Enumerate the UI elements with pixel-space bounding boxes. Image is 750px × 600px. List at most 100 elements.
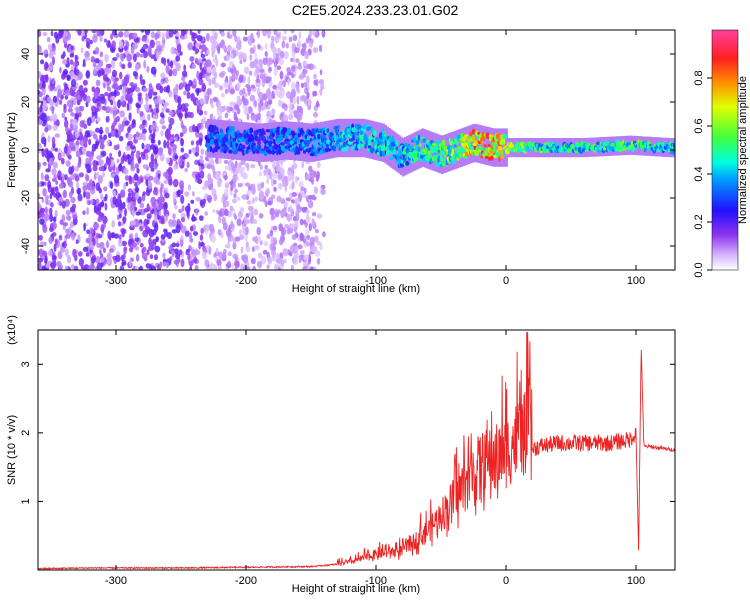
noise-speckle <box>174 205 178 210</box>
noise-speckle <box>247 87 251 96</box>
noise-speckle <box>224 244 231 249</box>
noise-speckle <box>190 140 194 146</box>
noise-speckle <box>132 70 138 77</box>
noise-speckle <box>232 174 237 183</box>
noise-speckle <box>252 219 258 225</box>
noise-speckle <box>269 171 273 180</box>
noise-speckle <box>254 52 257 60</box>
noise-speckle <box>316 170 320 180</box>
noise-speckle <box>261 93 268 101</box>
noise-speckle <box>53 243 57 253</box>
noise-speckle <box>270 215 276 220</box>
signal-point <box>224 137 229 143</box>
noise-speckle <box>164 230 169 237</box>
noise-speckle <box>313 73 317 80</box>
noise-speckle <box>47 135 51 143</box>
y-tick-label: 2 <box>20 430 32 436</box>
noise-speckle <box>136 168 140 174</box>
noise-speckle <box>168 245 171 250</box>
noise-speckle <box>144 30 151 36</box>
noise-speckle <box>277 257 283 265</box>
noise-speckle <box>134 265 138 270</box>
signal-halo <box>366 119 370 159</box>
noise-speckle <box>250 84 256 89</box>
signal-point <box>319 149 324 155</box>
noise-speckle <box>45 263 50 269</box>
signal-point <box>469 131 473 137</box>
noise-speckle <box>150 66 157 75</box>
noise-speckle <box>127 140 133 146</box>
noise-speckle <box>150 167 155 172</box>
noise-speckle <box>38 82 43 90</box>
snr-series-line <box>38 332 675 570</box>
noise-speckle <box>121 254 124 262</box>
noise-speckle <box>172 178 179 188</box>
noise-speckle <box>313 186 319 194</box>
noise-speckle <box>105 63 112 68</box>
noise-speckle <box>86 207 89 216</box>
signal-halo <box>452 131 456 170</box>
noise-speckle <box>155 52 160 60</box>
noise-speckle <box>83 222 86 232</box>
noise-speckle <box>163 179 169 184</box>
noise-speckle <box>232 198 237 204</box>
noise-speckle <box>281 117 285 123</box>
noise-speckle <box>293 258 298 265</box>
noise-speckle <box>265 169 271 174</box>
noise-speckle <box>273 263 280 270</box>
noise-speckle <box>269 242 275 252</box>
noise-speckle <box>195 144 199 154</box>
signal-point <box>495 133 501 140</box>
noise-speckle <box>119 212 122 219</box>
noise-speckle <box>116 158 120 164</box>
noise-speckle <box>79 139 84 146</box>
noise-speckle <box>83 190 86 198</box>
noise-speckle <box>69 141 75 148</box>
noise-speckle <box>171 242 177 248</box>
noise-speckle <box>93 133 98 140</box>
signal-point <box>224 133 229 138</box>
noise-speckle <box>171 219 177 227</box>
noise-speckle <box>135 131 140 138</box>
noise-speckle <box>246 113 250 121</box>
signal-point <box>414 156 419 161</box>
noise-speckle <box>73 265 79 270</box>
signal-point <box>449 140 454 146</box>
signal-halo <box>495 128 499 167</box>
noise-speckle <box>184 34 188 39</box>
noise-speckle <box>319 69 323 76</box>
noise-speckle <box>71 203 77 209</box>
noise-speckle <box>67 180 74 188</box>
noise-speckle <box>55 180 59 185</box>
noise-speckle <box>128 176 133 185</box>
noise-speckle <box>142 133 146 142</box>
noise-speckle <box>52 161 58 169</box>
noise-speckle <box>246 189 251 196</box>
y-tick-label: 1 <box>20 498 32 504</box>
noise-speckle <box>96 30 102 37</box>
noise-speckle <box>246 200 252 205</box>
noise-speckle <box>135 86 141 93</box>
noise-speckle <box>136 107 140 114</box>
noise-speckle <box>183 64 187 72</box>
noise-speckle <box>277 182 283 190</box>
noise-speckle <box>99 143 105 150</box>
noise-speckle <box>260 255 267 265</box>
noise-speckle <box>231 262 235 269</box>
noise-speckle <box>194 152 199 157</box>
noise-speckle <box>305 174 311 180</box>
noise-speckle <box>66 99 73 108</box>
noise-speckle <box>145 179 149 187</box>
noise-speckle <box>195 197 201 202</box>
noise-speckle <box>153 176 159 184</box>
noise-speckle <box>303 187 307 194</box>
noise-speckle <box>249 70 253 76</box>
noise-speckle <box>288 113 294 120</box>
signal-point <box>600 143 604 147</box>
noise-speckle <box>123 246 128 251</box>
noise-speckle <box>38 257 43 263</box>
noise-speckle <box>112 110 118 116</box>
noise-speckle <box>218 85 224 91</box>
noise-speckle <box>86 95 91 104</box>
signal-point <box>414 145 418 152</box>
